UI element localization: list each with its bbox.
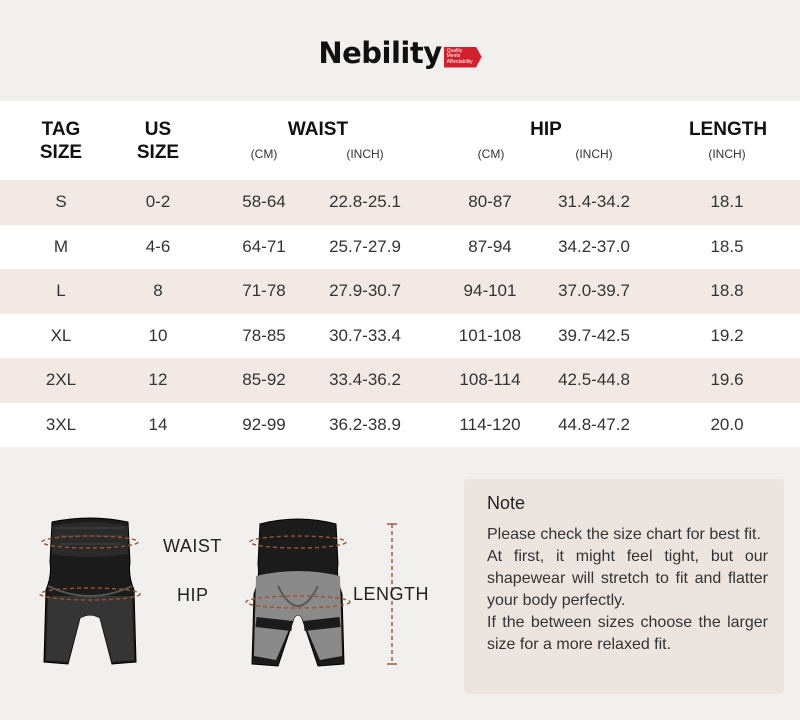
header-waist-cm: (CM) — [250, 147, 278, 161]
cell-hip-cm: 94-101 — [463, 281, 517, 301]
hip-label: HIP — [177, 585, 209, 605]
note-title: Note — [487, 493, 526, 513]
table-row: 3XL 14 92-99 36.2-38.9 114-120 44.8-47.2… — [0, 403, 800, 448]
note-line: At first, it might feel tight, but our s… — [487, 548, 768, 609]
cell-waist-cm: 71-78 — [242, 281, 286, 301]
cell-tag-size: 2XL — [45, 370, 77, 390]
brand-tagline-line-3: Affordability — [446, 58, 473, 65]
length-label: LENGTH — [353, 584, 430, 604]
table-row: 2XL 12 85-92 33.4-36.2 108-114 42.5-44.8… — [0, 358, 800, 403]
note-line: Please check the size chart for best fit… — [487, 526, 761, 543]
cell-length: 19.6 — [710, 370, 744, 390]
cell-us-size: 14 — [148, 414, 168, 434]
note-body: Please check the size chart for best fit… — [487, 524, 768, 656]
cell-length: 18.8 — [710, 281, 744, 301]
cell-hip-inch: 42.5-44.8 — [558, 370, 630, 390]
cell-hip-cm: 80-87 — [468, 192, 512, 212]
waist-label: WAIST — [163, 536, 222, 556]
shapewear-front-icon — [43, 517, 137, 665]
cell-us-size: 8 — [153, 281, 163, 301]
cell-us-size: 4-6 — [145, 236, 171, 256]
cell-tag-size: L — [56, 281, 66, 301]
hip-measure-line-icon — [39, 587, 351, 609]
cell-hip-inch: 44.8-47.2 — [558, 414, 630, 434]
header-tag-size: TAG SIZE — [39, 119, 83, 163]
header-waist-inch: (INCH) — [346, 147, 384, 161]
cell-length: 19.2 — [710, 325, 744, 345]
waist-measure-line-icon — [41, 535, 347, 549]
cell-waist-inch: 33.4-36.2 — [329, 370, 401, 390]
cell-tag-size: M — [53, 236, 69, 256]
cell-waist-inch: 27.9-30.7 — [329, 281, 401, 301]
cell-hip-cm: 87-94 — [468, 236, 512, 256]
cell-hip-cm: 101-108 — [458, 325, 522, 345]
header-length: LENGTH — [688, 119, 768, 140]
header-us-size: US SIZE — [136, 119, 180, 163]
cell-waist-cm: 92-99 — [242, 414, 286, 434]
cell-tag-size: XL — [50, 325, 72, 345]
cell-waist-cm: 78-85 — [242, 325, 286, 345]
cell-waist-inch: 22.8-25.1 — [329, 192, 401, 212]
cell-hip-inch: 34.2-37.0 — [558, 236, 630, 256]
size-chart-table: TAG SIZE US SIZE WAIST HIP LENGTH (CM) (… — [0, 101, 800, 447]
cell-hip-cm: 114-120 — [459, 414, 521, 434]
cell-waist-cm: 85-92 — [242, 370, 286, 390]
cell-waist-inch: 36.2-38.9 — [329, 414, 401, 434]
header-waist: WAIST — [287, 119, 349, 140]
cell-hip-cm: 108-114 — [459, 370, 521, 390]
cell-us-size: 12 — [148, 370, 168, 390]
cell-length: 20.0 — [710, 414, 744, 434]
brand-tagline-badge: Quality Meets Affordability — [443, 46, 482, 68]
brand-logo: Nebility Quality Meets Affordability — [0, 36, 800, 70]
brand-tagline-line-1: Quality — [446, 47, 463, 54]
cell-hip-inch: 39.7-42.5 — [558, 325, 630, 345]
cell-hip-inch: 37.0-39.7 — [558, 281, 630, 301]
cell-length: 18.1 — [710, 192, 744, 212]
cell-tag-size: S — [55, 192, 67, 212]
cell-waist-cm: 58-64 — [242, 192, 286, 212]
header-hip: HIP — [530, 119, 562, 140]
header-hip-cm: (CM) — [477, 147, 505, 161]
header-hip-inch: (INCH) — [575, 147, 613, 161]
header-length-inch: (INCH) — [708, 147, 746, 161]
cell-waist-inch: 25.7-27.9 — [329, 236, 401, 256]
table-row: M 4-6 64-71 25.7-27.9 87-94 34.2-37.0 18… — [0, 225, 800, 270]
cell-us-size: 10 — [148, 325, 168, 345]
cell-hip-inch: 31.4-34.2 — [558, 192, 630, 212]
table-header: TAG SIZE US SIZE WAIST HIP LENGTH (CM) (… — [0, 101, 800, 180]
shapewear-figures-icon — [39, 517, 397, 667]
table-row: XL 10 78-85 30.7-33.4 101-108 39.7-42.5 … — [0, 314, 800, 359]
measurement-illustration: WAIST HIP LENGTH — [30, 514, 450, 684]
shapewear-back-icon — [251, 518, 345, 667]
cell-length: 18.5 — [710, 236, 744, 256]
note-box: Note Please check the size chart for bes… — [464, 479, 784, 694]
cell-us-size: 0-2 — [145, 192, 171, 212]
cell-waist-cm: 64-71 — [242, 236, 286, 256]
brand-tagline-line-2: Meets — [446, 53, 461, 60]
cell-waist-inch: 30.7-33.4 — [329, 325, 401, 345]
length-measure-line-icon — [387, 523, 397, 665]
cell-tag-size: 3XL — [45, 414, 77, 434]
table-row: L 8 71-78 27.9-30.7 94-101 37.0-39.7 18.… — [0, 269, 800, 314]
table-row: S 0-2 58-64 22.8-25.1 80-87 31.4-34.2 18… — [0, 180, 800, 225]
note-line: If the between sizes choose the larger s… — [487, 614, 768, 653]
brand-name: Nebility — [318, 36, 442, 70]
